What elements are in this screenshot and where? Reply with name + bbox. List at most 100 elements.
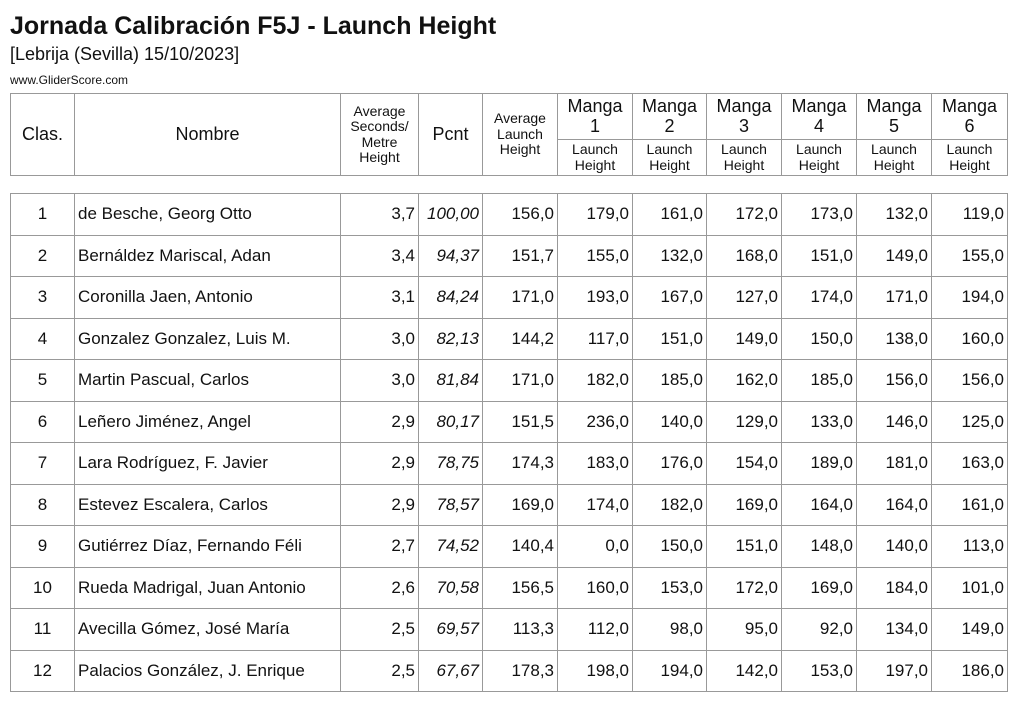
- cell-avg-seconds: 2,9: [340, 400, 419, 443]
- cell-manga-3: 154,0: [706, 442, 782, 485]
- cell-avg-launch: 140,4: [482, 525, 558, 568]
- cell-rank: 2: [10, 234, 75, 277]
- header-launch-height: Launch Height: [931, 139, 1008, 176]
- cell-avg-launch: 171,0: [482, 276, 558, 319]
- cell-manga-6: 161,0: [931, 483, 1008, 526]
- cell-manga-3: 127,0: [706, 276, 782, 319]
- cell-rank: 9: [10, 525, 75, 568]
- page-subtitle: [Lebrija (Sevilla) 15/10/2023]: [10, 44, 240, 64]
- cell-manga-2: 182,0: [632, 483, 707, 526]
- header-launch-height: Launch Height: [781, 139, 857, 176]
- results-table: 1 de Besche, Georg Otto 3,7 100,00 156,0 179,…: [10, 193, 1008, 692]
- cell-avg-launch: 171,0: [482, 359, 558, 402]
- cell-manga-2: 194,0: [632, 649, 707, 692]
- cell-avg-launch: 113,3: [482, 608, 558, 651]
- cell-manga-1: 179,0: [557, 193, 633, 236]
- cell-rank: 11: [10, 608, 75, 651]
- header-avg-seconds: Average Seconds/ Metre Height: [340, 93, 419, 176]
- cell-manga-3: 95,0: [706, 608, 782, 651]
- cell-pcnt: 80,17: [418, 400, 483, 443]
- cell-manga-1: 160,0: [557, 566, 633, 609]
- cell-manga-2: 161,0: [632, 193, 707, 236]
- header-manga: Manga 1: [557, 93, 633, 140]
- header-pcnt: Pcnt: [418, 93, 483, 176]
- table-row: 2 Bernáldez Mariscal, Adan 3,4 94,37 151,7 15…: [10, 234, 1008, 277]
- cell-avg-launch: 156,0: [482, 193, 558, 236]
- cell-rank: 1: [10, 193, 75, 236]
- cell-manga-6: 101,0: [931, 566, 1008, 609]
- website-label: www.GliderScore.com: [10, 73, 129, 87]
- cell-manga-6: 194,0: [931, 276, 1008, 319]
- cell-manga-5: 181,0: [856, 442, 932, 485]
- header-manga: Manga 6: [931, 93, 1008, 140]
- cell-pcnt: 69,57: [418, 608, 483, 651]
- cell-pilot-name: Leñero Jiménez, Angel: [74, 400, 341, 443]
- cell-avg-seconds: 2,5: [340, 608, 419, 651]
- cell-manga-1: 198,0: [557, 649, 633, 692]
- cell-manga-6: 186,0: [931, 649, 1008, 692]
- cell-manga-6: 149,0: [931, 608, 1008, 651]
- table-row: 7 Lara Rodríguez, F. Javier 2,9 78,75 174,3 1…: [10, 442, 1008, 485]
- cell-manga-2: 140,0: [632, 400, 707, 443]
- cell-avg-launch: 144,2: [482, 317, 558, 360]
- cell-pcnt: 70,58: [418, 566, 483, 609]
- cell-rank: 7: [10, 442, 75, 485]
- cell-manga-3: 129,0: [706, 400, 782, 443]
- cell-avg-seconds: 3,0: [340, 359, 419, 402]
- cell-pcnt: 82,13: [418, 317, 483, 360]
- cell-manga-6: 156,0: [931, 359, 1008, 402]
- cell-rank: 10: [10, 566, 75, 609]
- cell-manga-2: 132,0: [632, 234, 707, 277]
- cell-avg-seconds: 3,4: [340, 234, 419, 277]
- cell-avg-seconds: 2,9: [340, 442, 419, 485]
- header-nombre: Nombre: [74, 93, 341, 176]
- cell-manga-5: 132,0: [856, 193, 932, 236]
- cell-pilot-name: Martin Pascual, Carlos: [74, 359, 341, 402]
- cell-rank: 5: [10, 359, 75, 402]
- cell-avg-launch: 174,3: [482, 442, 558, 485]
- cell-manga-2: 167,0: [632, 276, 707, 319]
- cell-manga-1: 193,0: [557, 276, 633, 319]
- cell-pcnt: 67,67: [418, 649, 483, 692]
- table-row: 12 Palacios González, J. Enrique 2,5 67,67 1…: [10, 649, 1008, 692]
- cell-pilot-name: de Besche, Georg Otto: [74, 193, 341, 236]
- cell-manga-6: 160,0: [931, 317, 1008, 360]
- cell-manga-6: 125,0: [931, 400, 1008, 443]
- cell-manga-3: 172,0: [706, 193, 782, 236]
- cell-rank: 8: [10, 483, 75, 526]
- cell-pilot-name: Palacios González, J. Enrique: [74, 649, 341, 692]
- cell-manga-4: 148,0: [781, 525, 857, 568]
- cell-manga-1: 155,0: [557, 234, 633, 277]
- table-row: 8 Estevez Escalera, Carlos 2,9 78,57 169,0 17…: [10, 483, 1008, 526]
- cell-avg-launch: 151,7: [482, 234, 558, 277]
- cell-pcnt: 100,00: [418, 193, 483, 236]
- table-row: 6 Leñero Jiménez, Angel 2,9 80,17 151,5 236,0…: [10, 400, 1008, 443]
- cell-manga-3: 169,0: [706, 483, 782, 526]
- cell-manga-1: 112,0: [557, 608, 633, 651]
- table-row: 1 de Besche, Georg Otto 3,7 100,00 156,0 179,…: [10, 193, 1008, 236]
- header-manga: Manga 5: [856, 93, 932, 140]
- cell-manga-4: 150,0: [781, 317, 857, 360]
- cell-manga-3: 142,0: [706, 649, 782, 692]
- header-avg-launch: Average Launch Height: [482, 93, 558, 176]
- cell-pcnt: 74,52: [418, 525, 483, 568]
- header-manga: Manga 4: [781, 93, 857, 140]
- cell-pilot-name: Bernáldez Mariscal, Adan: [74, 234, 341, 277]
- cell-avg-launch: 169,0: [482, 483, 558, 526]
- table-row: 5 Martin Pascual, Carlos 3,0 81,84 171,0 182,…: [10, 359, 1008, 402]
- header-launch-height: Launch Height: [557, 139, 633, 176]
- table-row: 10 Rueda Madrigal, Juan Antonio 2,6 70,58 15…: [10, 566, 1008, 609]
- cell-manga-5: 149,0: [856, 234, 932, 277]
- cell-manga-2: 151,0: [632, 317, 707, 360]
- cell-manga-1: 236,0: [557, 400, 633, 443]
- cell-pilot-name: Rueda Madrigal, Juan Antonio: [74, 566, 341, 609]
- cell-manga-1: 117,0: [557, 317, 633, 360]
- cell-pilot-name: Coronilla Jaen, Antonio: [74, 276, 341, 319]
- cell-pcnt: 94,37: [418, 234, 483, 277]
- cell-rank: 3: [10, 276, 75, 319]
- table-row: 3 Coronilla Jaen, Antonio 3,1 84,24 171,0 193…: [10, 276, 1008, 319]
- cell-manga-6: 155,0: [931, 234, 1008, 277]
- cell-avg-seconds: 2,6: [340, 566, 419, 609]
- cell-manga-4: 169,0: [781, 566, 857, 609]
- cell-manga-1: 174,0: [557, 483, 633, 526]
